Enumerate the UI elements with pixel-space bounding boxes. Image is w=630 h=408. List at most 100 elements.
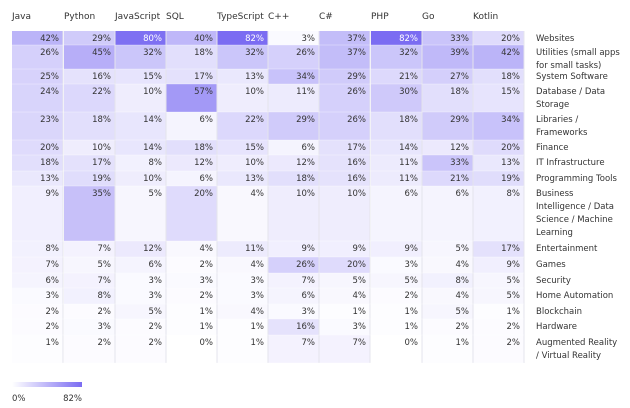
cell-value: 26% bbox=[40, 48, 59, 58]
cell-value: 26% bbox=[347, 87, 366, 97]
cell-augmented-reality-virtual-reality-sql bbox=[166, 335, 217, 363]
cell-business-intelligence-data-science-machine-learning-java bbox=[12, 186, 63, 241]
cell-augmented-reality-virtual-reality-java bbox=[12, 335, 63, 363]
cell-it-infrastructure-kotlin bbox=[473, 155, 524, 171]
cell-programming-tools-typescript bbox=[217, 171, 268, 186]
cell-blockchain-go bbox=[422, 304, 473, 319]
row-label-line: Storage bbox=[536, 100, 569, 110]
cell-utilities-small-apps-for-small-tasks-python bbox=[64, 45, 115, 69]
cell-database-data-storage-php bbox=[371, 84, 422, 112]
cell-value: 4% bbox=[456, 291, 470, 301]
cell-value: 22% bbox=[92, 87, 111, 97]
cell-finance-c bbox=[319, 140, 370, 155]
row-label-finance: Finance bbox=[536, 143, 569, 153]
row-label-line: Blockchain bbox=[536, 307, 582, 317]
cell-value: 21% bbox=[399, 72, 418, 82]
cell-hardware-kotlin bbox=[473, 319, 524, 335]
column-header-go: Go bbox=[422, 12, 435, 22]
cell-entertainment-php bbox=[371, 241, 422, 257]
cell-value: 9% bbox=[302, 244, 316, 254]
cell-value: 2% bbox=[456, 322, 470, 332]
cell-value: 19% bbox=[92, 174, 111, 184]
cell-libraries-frameworks-python bbox=[64, 112, 115, 140]
cell-utilities-small-apps-for-small-tasks-go bbox=[422, 45, 473, 69]
cell-hardware-java bbox=[12, 319, 63, 335]
cell-it-infrastructure-php bbox=[371, 155, 422, 171]
cell-hardware-php bbox=[371, 319, 422, 335]
row-label-line: Finance bbox=[536, 143, 569, 153]
cell-finance-typescript bbox=[217, 140, 268, 155]
cell-games-javascript bbox=[115, 257, 166, 273]
column-header-c: C# bbox=[319, 12, 333, 22]
cell-value: 9% bbox=[353, 244, 367, 254]
cell-value: 7% bbox=[46, 260, 60, 270]
cell-value: 12% bbox=[450, 143, 469, 153]
cell-it-infrastructure-go bbox=[422, 155, 473, 171]
row-label-business-intelligence-data-science-machine-learning: Business Intelligence / Data Science / Mac… bbox=[536, 189, 614, 238]
cell-system-software-python bbox=[64, 69, 115, 84]
cell-business-intelligence-data-science-machine-learning-go bbox=[422, 186, 473, 241]
cell-value: 4% bbox=[251, 307, 265, 317]
cell-value: 16% bbox=[347, 174, 366, 184]
cell-value: 1% bbox=[456, 338, 470, 348]
cell-database-data-storage-go bbox=[422, 84, 473, 112]
row-label-line: Database / Data bbox=[536, 87, 605, 97]
cell-business-intelligence-data-science-machine-learning-c bbox=[268, 186, 319, 241]
cell-utilities-small-apps-for-small-tasks-c bbox=[319, 45, 370, 69]
cell-value: 35% bbox=[92, 189, 111, 199]
cell-augmented-reality-virtual-reality-typescript bbox=[217, 335, 268, 363]
cell-value: 1% bbox=[251, 322, 265, 332]
cell-entertainment-go bbox=[422, 241, 473, 257]
cell-entertainment-c bbox=[319, 241, 370, 257]
cell-value: 25% bbox=[40, 72, 59, 82]
cell-value: 82% bbox=[245, 34, 264, 44]
cell-business-intelligence-data-science-machine-learning-c bbox=[319, 186, 370, 241]
cell-value: 29% bbox=[450, 115, 469, 125]
cell-value: 17% bbox=[194, 72, 213, 82]
cell-value: 13% bbox=[245, 174, 264, 184]
cell-value: 18% bbox=[450, 87, 469, 97]
cell-blockchain-kotlin bbox=[473, 304, 524, 319]
cell-value: 8% bbox=[98, 291, 112, 301]
cell-security-typescript bbox=[217, 273, 268, 288]
cell-websites-c bbox=[268, 31, 319, 45]
cell-value: 3% bbox=[251, 291, 265, 301]
cell-value: 6% bbox=[46, 276, 60, 286]
cell-blockchain-java bbox=[12, 304, 63, 319]
cell-value: 14% bbox=[399, 143, 418, 153]
cell-value: 10% bbox=[296, 189, 315, 199]
cell-database-data-storage-java bbox=[12, 84, 63, 112]
cell-value: 1% bbox=[251, 338, 265, 348]
cell-libraries-frameworks-c bbox=[268, 112, 319, 140]
cell-games-sql bbox=[166, 257, 217, 273]
row-label-blockchain: Blockchain bbox=[536, 307, 582, 317]
cell-blockchain-php bbox=[371, 304, 422, 319]
cell-system-software-typescript bbox=[217, 69, 268, 84]
cell-value: 18% bbox=[92, 115, 111, 125]
cell-system-software-go bbox=[422, 69, 473, 84]
cell-database-data-storage-python bbox=[64, 84, 115, 112]
cell-it-infrastructure-c bbox=[319, 155, 370, 171]
cell-value: 13% bbox=[245, 72, 264, 82]
cell-database-data-storage-c bbox=[268, 84, 319, 112]
cell-home-automation-sql bbox=[166, 288, 217, 304]
row-label-line: for small tasks) bbox=[536, 61, 601, 71]
row-label-line: System Software bbox=[536, 72, 608, 82]
cell-value: 2% bbox=[200, 260, 214, 270]
row-label-programming-tools: Programming Tools bbox=[536, 174, 618, 184]
row-label-line: Programming Tools bbox=[536, 174, 618, 184]
cell-augmented-reality-virtual-reality-python bbox=[64, 335, 115, 363]
cell-value: 8% bbox=[149, 158, 163, 168]
cell-value: 1% bbox=[353, 307, 367, 317]
cell-value: 45% bbox=[92, 48, 111, 58]
cell-value: 33% bbox=[450, 158, 469, 168]
cell-value: 17% bbox=[92, 158, 111, 168]
cell-security-python bbox=[64, 273, 115, 288]
cell-finance-php bbox=[371, 140, 422, 155]
cell-value: 13% bbox=[501, 158, 520, 168]
cell-hardware-python bbox=[64, 319, 115, 335]
cell-value: 20% bbox=[347, 260, 366, 270]
cell-websites-php bbox=[371, 31, 422, 45]
cell-database-data-storage-sql bbox=[166, 84, 217, 112]
